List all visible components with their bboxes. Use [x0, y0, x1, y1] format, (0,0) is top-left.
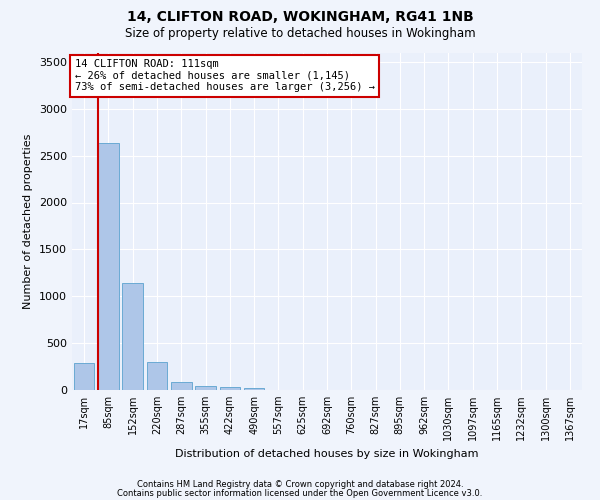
Bar: [220, 386, 240, 390]
Bar: [195, 386, 216, 390]
Text: 14, CLIFTON ROAD, WOKINGHAM, RG41 1NB: 14, CLIFTON ROAD, WOKINGHAM, RG41 1NB: [127, 10, 473, 24]
Bar: [98, 142, 119, 390]
X-axis label: Distribution of detached houses by size in Wokingham: Distribution of detached houses by size …: [175, 448, 479, 458]
Text: Contains public sector information licensed under the Open Government Licence v3: Contains public sector information licen…: [118, 488, 482, 498]
Text: Size of property relative to detached houses in Wokingham: Size of property relative to detached ho…: [125, 28, 475, 40]
Bar: [244, 388, 265, 390]
Text: 14 CLIFTON ROAD: 111sqm
← 26% of detached houses are smaller (1,145)
73% of semi: 14 CLIFTON ROAD: 111sqm ← 26% of detache…: [74, 59, 374, 92]
Bar: [171, 382, 191, 390]
Text: Contains HM Land Registry data © Crown copyright and database right 2024.: Contains HM Land Registry data © Crown c…: [137, 480, 463, 489]
Bar: [74, 364, 94, 390]
Y-axis label: Number of detached properties: Number of detached properties: [23, 134, 34, 309]
Bar: [122, 283, 143, 390]
Bar: [146, 362, 167, 390]
